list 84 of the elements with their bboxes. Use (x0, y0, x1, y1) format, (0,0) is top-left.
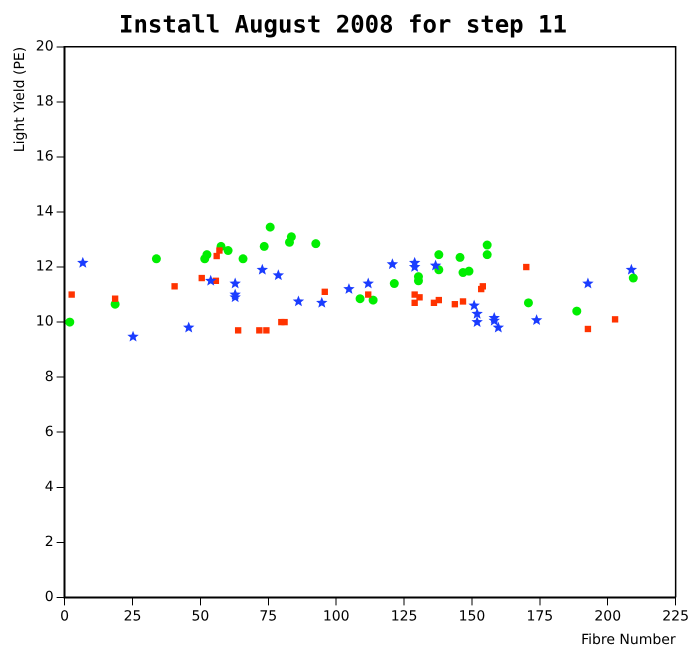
point (256, 327, 263, 334)
point (198, 274, 205, 282)
point (582, 278, 594, 288)
point (322, 288, 328, 295)
point (524, 298, 533, 308)
point (266, 222, 275, 232)
y-tick-label: 2 (44, 534, 54, 550)
y-tick-label: 10 (36, 314, 54, 330)
x-tick-label: 50 (191, 608, 210, 624)
y-tick-label: 8 (44, 368, 54, 385)
point (229, 278, 241, 288)
point (492, 322, 504, 332)
x-tick-label: 225 (662, 608, 690, 624)
point (183, 322, 194, 332)
point (205, 274, 216, 286)
point (471, 308, 483, 319)
x-tick-label: 0 (60, 608, 70, 624)
y-tick-label: 18 (36, 94, 54, 110)
y-tick-label: 14 (36, 204, 54, 220)
y-tick-label: 4 (44, 478, 54, 495)
point (436, 296, 442, 304)
point (471, 316, 483, 327)
point (628, 274, 638, 283)
point (286, 232, 296, 242)
point (234, 327, 242, 334)
point (65, 318, 74, 327)
point (523, 264, 530, 270)
point (202, 250, 212, 260)
point (365, 291, 372, 298)
point (572, 306, 582, 316)
point (256, 264, 268, 275)
x-tick-label: 175 (526, 608, 554, 624)
point (272, 269, 284, 280)
point (316, 296, 328, 308)
y-tick-label: 6 (44, 424, 54, 440)
point (343, 283, 355, 294)
point (411, 300, 418, 306)
x-axis-title: Fibre Number (581, 632, 676, 648)
point (214, 252, 220, 260)
y-tick-label: 12 (36, 258, 54, 275)
point (456, 252, 465, 262)
point (386, 258, 398, 270)
point (584, 326, 592, 332)
point (362, 278, 374, 288)
point (464, 266, 474, 276)
point (238, 254, 248, 264)
y-tick-label: 0 (44, 589, 54, 606)
point (77, 256, 89, 268)
point (224, 246, 233, 256)
point (452, 301, 458, 308)
point (311, 239, 320, 248)
point (152, 254, 161, 264)
point (281, 318, 288, 326)
point (430, 260, 442, 271)
x-tick-label: 125 (390, 608, 418, 624)
point (468, 300, 480, 310)
point (434, 250, 444, 260)
point (263, 327, 270, 334)
point (127, 330, 139, 342)
chart-title: Install August 2008 for step 11 (119, 10, 567, 39)
point (356, 294, 365, 304)
point (480, 283, 486, 290)
point (530, 314, 542, 326)
x-tick-label: 25 (124, 608, 142, 624)
y-axis-title: Light Yield (PE) (12, 46, 28, 152)
point (482, 250, 492, 260)
point (390, 279, 399, 288)
y-tick-label: 20 (36, 38, 54, 54)
point (368, 296, 378, 305)
x-tick-label: 150 (458, 608, 486, 624)
x-tick-label: 200 (594, 608, 622, 624)
x-tick-label: 100 (322, 608, 350, 624)
point (482, 240, 492, 250)
point (68, 291, 75, 298)
point (626, 264, 638, 275)
point (112, 296, 118, 302)
y-tick-label: 16 (36, 148, 54, 165)
point (416, 294, 423, 301)
point (216, 247, 223, 254)
point (260, 242, 269, 251)
x-tick-label: 75 (259, 608, 278, 624)
point (292, 295, 304, 306)
point (612, 316, 618, 323)
point (171, 283, 178, 290)
